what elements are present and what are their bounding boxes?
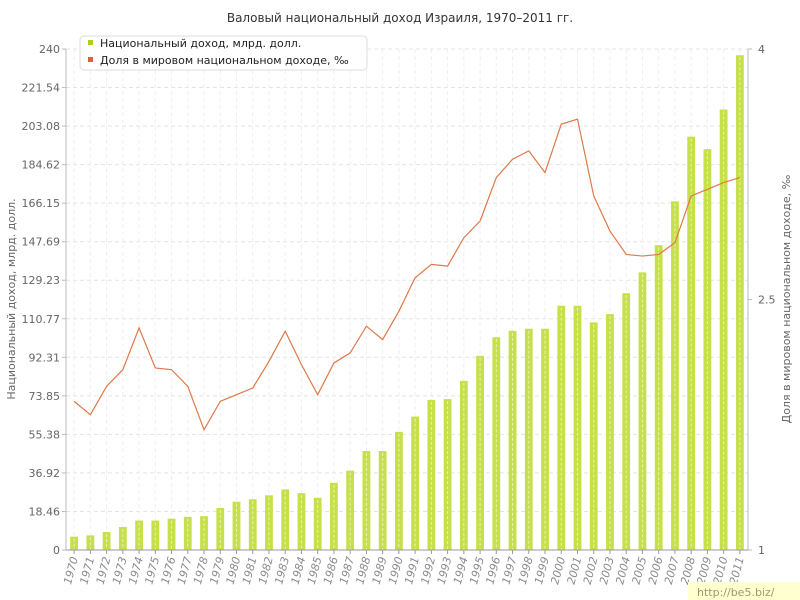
y-tick-labels: 0 18.46 36.92 55.38 73.85 92.31 110.77 129.23 14… bbox=[22, 43, 66, 557]
bar[interactable] bbox=[183, 516, 192, 550]
bar[interactable] bbox=[216, 508, 225, 550]
y-tick-label: 240 bbox=[39, 43, 60, 56]
bar[interactable] bbox=[443, 399, 452, 550]
y-tick-label: 36.92 bbox=[29, 467, 61, 480]
bar[interactable] bbox=[70, 536, 79, 550]
y-tick-label: 92.31 bbox=[29, 351, 61, 364]
bar[interactable] bbox=[281, 489, 290, 550]
y-tick-label: 129.23 bbox=[22, 274, 61, 287]
y-tick-label: 0 bbox=[53, 544, 60, 557]
bar[interactable] bbox=[167, 518, 176, 550]
y-tick-label: 55.38 bbox=[29, 428, 61, 441]
bar[interactable] bbox=[524, 328, 533, 550]
share-line[interactable] bbox=[73, 118, 741, 432]
watermark-text: http://be5.biz/ bbox=[697, 586, 775, 599]
chart-title: Валовый национальный доход Израиля, 1970… bbox=[227, 11, 573, 25]
bar[interactable] bbox=[687, 136, 696, 551]
legend-box bbox=[79, 35, 368, 71]
y-right-tick-label: 4 bbox=[758, 43, 765, 56]
y-right-tick-label: 2.5 bbox=[758, 294, 776, 307]
bar[interactable] bbox=[118, 527, 127, 550]
line-series bbox=[73, 118, 741, 432]
bar[interactable] bbox=[541, 328, 549, 550]
y-tick-label: 147.69 bbox=[22, 236, 61, 249]
watermark-box bbox=[688, 582, 800, 600]
bar[interactable] bbox=[427, 399, 436, 550]
y-right-axis-title: Доля в мировом национальном доходе, ‰ bbox=[780, 174, 793, 423]
legend-swatch-share bbox=[88, 57, 93, 62]
bars bbox=[70, 55, 744, 551]
bar[interactable] bbox=[248, 499, 257, 550]
bar[interactable] bbox=[411, 416, 420, 550]
y-right-tick-label: 1 bbox=[758, 544, 765, 557]
bar[interactable] bbox=[719, 109, 728, 550]
bar[interactable] bbox=[492, 337, 501, 550]
watermark: http://be5.biz/ bbox=[688, 582, 800, 600]
legend-label-income[interactable]: Национальный доход, млрд. долл. bbox=[100, 37, 301, 50]
y-tick-label: 221.54 bbox=[22, 82, 61, 95]
y-axis-title: Национальный доход, млрд. долл. bbox=[5, 198, 18, 399]
legend[interactable]: Национальный доход, млрд. долл. Доля в м… bbox=[79, 35, 368, 71]
y-right-tick-labels: 12.54 bbox=[748, 43, 776, 557]
y-tick-label: 110.77 bbox=[22, 313, 61, 326]
bar[interactable] bbox=[200, 516, 208, 550]
legend-swatch-income bbox=[88, 40, 93, 45]
legend-label-share[interactable]: Доля в мировом национальном доходе, ‰ bbox=[100, 54, 349, 67]
y-tick-label: 73.85 bbox=[29, 390, 61, 403]
y-tick-label: 18.46 bbox=[29, 505, 61, 518]
y-tick-label: 203.08 bbox=[22, 120, 61, 133]
y-tick-label: 166.15 bbox=[22, 197, 61, 210]
y-tick-label: 184.62 bbox=[22, 159, 61, 172]
bar[interactable] bbox=[703, 149, 712, 550]
bar[interactable] bbox=[313, 497, 322, 550]
